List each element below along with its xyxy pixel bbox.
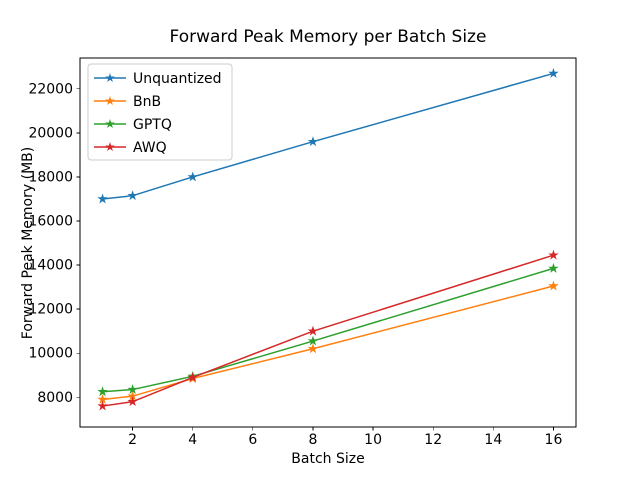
data-point-marker — [548, 67, 559, 78]
data-point-marker — [307, 343, 319, 354]
series-unquantized — [97, 67, 559, 204]
series-bnb — [97, 280, 559, 404]
y-tick-label: 12000 — [28, 302, 73, 318]
legend-label: BnB — [133, 94, 161, 110]
series-line — [101, 267, 555, 393]
x-tick-label: 16 — [545, 432, 563, 448]
y-tick-label: 8000 — [37, 390, 73, 406]
data-point-marker — [97, 386, 108, 397]
x-tick-label: 4 — [188, 432, 197, 448]
data-point-marker — [548, 280, 559, 291]
legend-item-gptq: GPTQ — [94, 117, 172, 133]
y-tick-label: 18000 — [28, 169, 73, 185]
x-tick-label: 12 — [424, 432, 442, 448]
legend-label: Unquantized — [133, 71, 222, 87]
x-tick-label: 10 — [364, 432, 382, 448]
legend-label: GPTQ — [133, 117, 172, 133]
y-tick-label: 14000 — [28, 258, 73, 274]
legend: Unquantized BnB GPTQ AWQ — [87, 63, 233, 161]
legend-star-marker-icon — [105, 96, 115, 106]
legend-item-unquantized: Unquantized — [94, 71, 222, 87]
series-line — [101, 285, 555, 401]
x-tick-label: 8 — [309, 432, 318, 448]
axes-spines — [79, 57, 577, 428]
chart-title: Forward Peak Memory per Batch Size — [169, 27, 487, 47]
y-tick-label: 22000 — [28, 81, 73, 97]
y-tick-label: 10000 — [28, 346, 73, 362]
data-point-marker — [548, 249, 559, 260]
x-tick-label: 14 — [484, 432, 502, 448]
data-point-marker — [307, 325, 319, 336]
legend-frame — [87, 63, 233, 161]
legend-star-marker-icon — [105, 119, 115, 129]
data-point-marker — [127, 190, 138, 201]
series-line — [101, 254, 555, 407]
y-axis-ticks: 8000 10000 12000 14000 16000 18000 20000 22000 — [28, 81, 80, 406]
legend-item-awq: AWQ — [94, 140, 167, 156]
data-point-marker — [548, 262, 559, 273]
data-point-marker — [97, 193, 108, 204]
x-axis-ticks: 2 4 6 8 10 12 14 16 — [128, 427, 562, 448]
data-point-marker — [127, 384, 138, 394]
data-point-marker — [97, 393, 108, 404]
data-point-marker — [127, 390, 138, 401]
legend-star-marker-icon — [105, 73, 115, 83]
series-gptq — [97, 262, 559, 397]
y-tick-label: 16000 — [28, 214, 73, 230]
y-tick-label: 20000 — [28, 125, 73, 141]
legend-label: AWQ — [133, 140, 167, 156]
x-tick-label: 2 — [128, 432, 137, 448]
data-point-marker — [187, 371, 198, 382]
data-point-marker — [307, 335, 319, 346]
data-point-marker — [97, 400, 108, 411]
data-point-marker — [307, 136, 319, 147]
series-awq — [97, 249, 559, 411]
legend-star-marker-icon — [105, 142, 115, 152]
x-axis-label: Batch Size — [291, 451, 365, 467]
legend-item-bnb: BnB — [94, 94, 161, 110]
x-tick-label: 6 — [248, 432, 257, 448]
data-point-marker — [127, 396, 138, 407]
data-point-marker — [187, 171, 198, 182]
